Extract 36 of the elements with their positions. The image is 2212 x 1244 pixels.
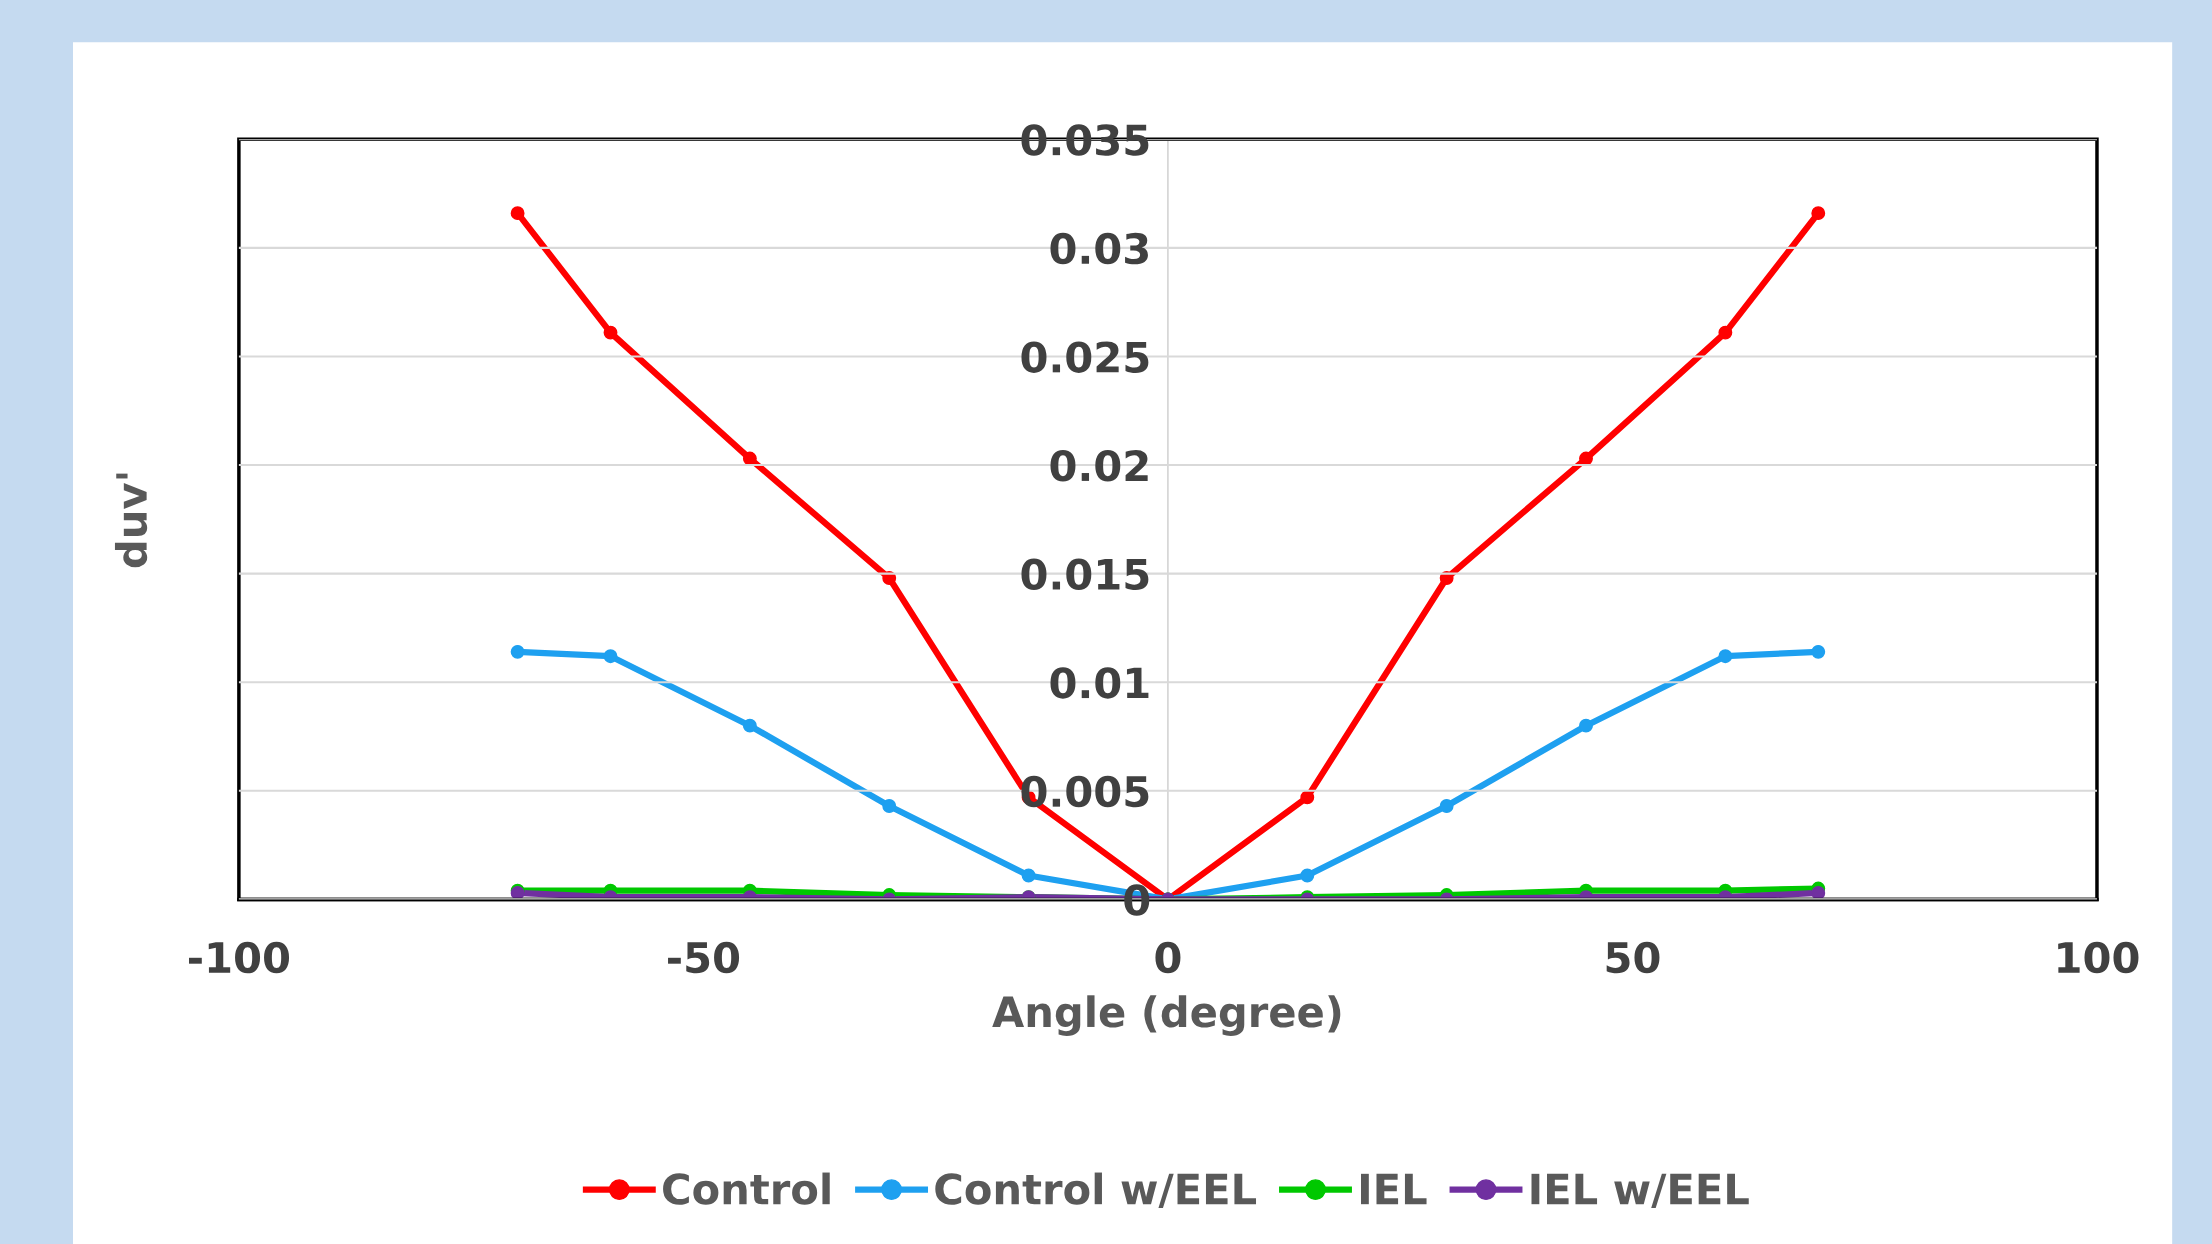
point — [1811, 885, 1826, 900]
point — [742, 718, 757, 733]
point — [1718, 649, 1733, 664]
point — [510, 206, 525, 221]
x-axis-title: Angle (degree) — [992, 995, 1341, 1036]
point — [1300, 868, 1315, 883]
y-tick-label: 0.015 — [1021, 558, 1149, 591]
y-tick-label: 0.005 — [1021, 775, 1149, 808]
y-axis-title: duv' — [114, 473, 148, 568]
x-tick-label: -50 — [668, 941, 740, 974]
legend-label: IEL — [1360, 1173, 1427, 1205]
legend-label: IEL w/EEL — [1531, 1173, 1749, 1209]
y-tick-label: 0 — [1124, 884, 1150, 916]
point — [510, 644, 525, 659]
y-tick-label: 0.025 — [1021, 341, 1149, 373]
point — [1439, 799, 1454, 813]
y-tick-label: 0.03 — [1050, 232, 1148, 265]
point — [603, 325, 618, 340]
point — [603, 649, 618, 664]
point — [1579, 718, 1593, 733]
x-tick-label: 100 — [2058, 941, 2139, 974]
point — [1579, 451, 1593, 466]
point — [1718, 325, 1733, 340]
point — [1300, 790, 1315, 805]
x-tick-label: 0 — [1155, 941, 1181, 974]
y-tick-label: 0.02 — [1050, 449, 1148, 482]
point — [1811, 644, 1826, 659]
point — [742, 451, 757, 466]
point — [882, 799, 897, 813]
x-tick-label: -100 — [189, 941, 290, 974]
point — [1021, 868, 1036, 883]
y-tick-label: 0.01 — [1050, 667, 1149, 699]
point — [1811, 206, 1826, 221]
legend-label: Control w/EEL — [935, 1172, 1257, 1209]
x-tick-label: 50 — [1606, 941, 1660, 974]
legend-label: Control — [663, 1172, 830, 1205]
